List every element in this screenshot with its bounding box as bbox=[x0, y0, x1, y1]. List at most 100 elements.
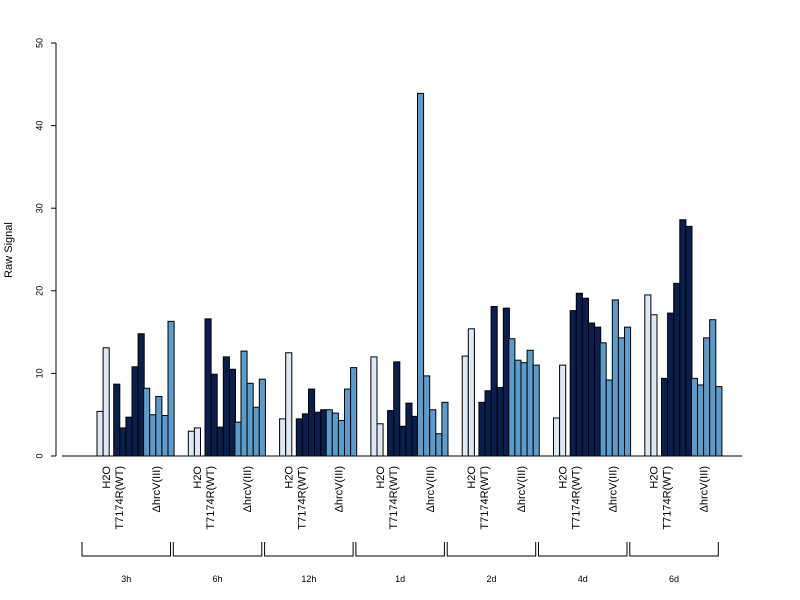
group-label: T7174R(WT) bbox=[114, 466, 126, 530]
timepoint-label: 6h bbox=[213, 574, 223, 584]
bar bbox=[193, 427, 201, 457]
timepoint-bracket bbox=[172, 542, 263, 557]
group-label: T7174R(WT) bbox=[205, 466, 217, 530]
bar bbox=[155, 396, 163, 457]
bar bbox=[234, 421, 242, 457]
group-label: H2O bbox=[649, 466, 661, 489]
bar bbox=[709, 319, 717, 457]
bar bbox=[204, 318, 212, 457]
timepoint-label: 6d bbox=[669, 574, 679, 584]
group-label: T7174R(WT) bbox=[388, 466, 400, 530]
bar bbox=[697, 384, 705, 457]
bar bbox=[370, 356, 378, 457]
group-label: ΔhrcV(III) bbox=[334, 466, 346, 512]
bar bbox=[143, 387, 151, 457]
bar bbox=[514, 359, 522, 457]
bar bbox=[113, 383, 121, 457]
timepoint-label: 2d bbox=[486, 574, 496, 584]
group-label: T7174R(WT) bbox=[297, 466, 309, 530]
x-axis-labels: H2O T7174R(WT) ΔhrcV(III) H2O T7174R(WT) Δhrc… bbox=[101, 466, 711, 530]
timepoint-bracket bbox=[81, 542, 171, 557]
bar bbox=[337, 419, 345, 457]
bar bbox=[295, 418, 303, 457]
bar bbox=[703, 337, 711, 457]
bar bbox=[559, 364, 567, 457]
bar bbox=[441, 401, 449, 457]
group-label: ΔhrcV(III) bbox=[242, 466, 254, 512]
bar bbox=[478, 401, 486, 457]
bar bbox=[279, 418, 287, 457]
bar bbox=[644, 294, 652, 457]
bar bbox=[308, 388, 316, 457]
bar bbox=[715, 386, 723, 457]
timepoint-bracket bbox=[538, 542, 628, 557]
bar bbox=[650, 314, 658, 457]
bar bbox=[553, 417, 561, 457]
y-axis-label: Raw Signal bbox=[3, 222, 15, 278]
bar bbox=[314, 411, 322, 457]
timepoint-bracket bbox=[355, 542, 445, 557]
bar bbox=[520, 362, 528, 457]
bar bbox=[187, 430, 195, 457]
bar bbox=[581, 297, 590, 457]
bar bbox=[673, 282, 681, 457]
y-axis: 0 10 20 30 40 50 bbox=[34, 38, 57, 459]
group-label: H2O bbox=[101, 466, 113, 489]
y-tick-label: 10 bbox=[34, 368, 44, 378]
bar bbox=[344, 388, 352, 457]
timepoint-brackets: 3h 6h 12h 1d 2d 4d 6d bbox=[81, 542, 719, 584]
bar bbox=[661, 377, 669, 457]
y-tick-label: 0 bbox=[34, 453, 44, 458]
timepoint-bracket bbox=[264, 542, 354, 557]
group-label: ΔhrcV(III) bbox=[699, 466, 711, 512]
timepoint-bracket bbox=[446, 542, 537, 557]
bar bbox=[429, 409, 437, 457]
bar bbox=[611, 299, 619, 457]
group-label: ΔhrcV(III) bbox=[151, 466, 163, 512]
bar bbox=[387, 410, 395, 457]
bar bbox=[588, 322, 596, 457]
bar bbox=[246, 382, 254, 457]
bar bbox=[417, 92, 425, 457]
group-label: ΔhrcV(III) bbox=[607, 466, 619, 512]
timepoint-label: 4d bbox=[578, 574, 588, 584]
bar bbox=[216, 426, 224, 457]
bar bbox=[119, 427, 127, 457]
y-tick-label: 20 bbox=[34, 286, 44, 296]
bar bbox=[405, 402, 413, 457]
group-label: ΔhrcV(III) bbox=[425, 466, 437, 512]
bar bbox=[605, 379, 613, 457]
bar bbox=[210, 373, 218, 457]
bar bbox=[435, 433, 443, 457]
bar bbox=[102, 347, 110, 457]
group-label: H2O bbox=[375, 466, 387, 489]
timepoint-label: 12h bbox=[301, 574, 316, 584]
bar bbox=[285, 352, 293, 457]
bar bbox=[490, 305, 498, 457]
group-label: H2O bbox=[557, 466, 569, 489]
group-label: ΔhrcV(III) bbox=[516, 466, 528, 512]
bar bbox=[96, 410, 104, 457]
bar bbox=[423, 375, 431, 457]
bar bbox=[667, 312, 675, 457]
y-tick-label: 40 bbox=[34, 121, 44, 131]
bar bbox=[496, 386, 504, 457]
bar bbox=[508, 338, 516, 457]
timepoint-label: 3h bbox=[121, 574, 131, 584]
bar bbox=[131, 366, 139, 457]
timepoint-label: 1d bbox=[395, 574, 405, 584]
group-label: T7174R(WT) bbox=[479, 466, 491, 530]
bar bbox=[325, 409, 333, 457]
bar bbox=[252, 406, 260, 457]
bar bbox=[350, 367, 358, 457]
timepoint-bracket bbox=[629, 542, 719, 557]
group-label: H2O bbox=[192, 466, 204, 489]
group-label: T7174R(WT) bbox=[570, 466, 582, 530]
bar bbox=[690, 377, 699, 457]
bar bbox=[125, 416, 133, 457]
bar bbox=[161, 415, 169, 457]
bar bbox=[599, 342, 607, 457]
y-tick-label: 50 bbox=[34, 38, 44, 48]
bar bbox=[526, 349, 534, 457]
